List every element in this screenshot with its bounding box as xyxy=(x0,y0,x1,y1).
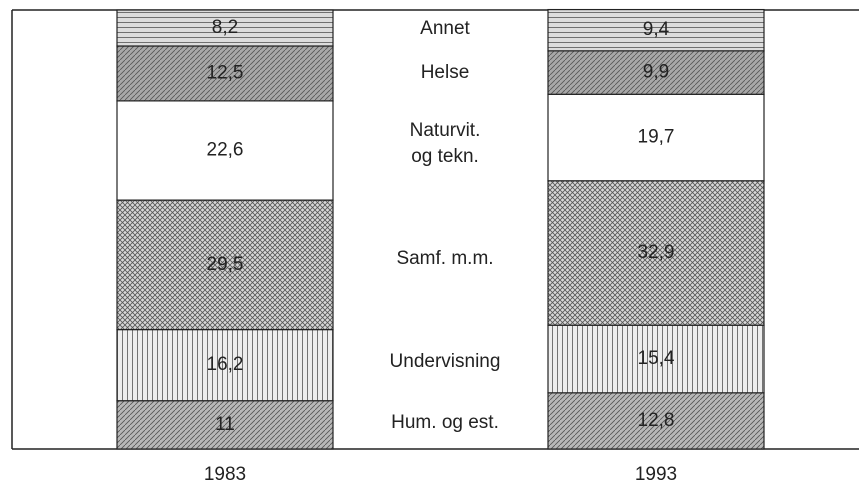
value-label: 16,2 xyxy=(207,354,244,375)
bar-segment xyxy=(116,400,334,450)
value-label: 8,2 xyxy=(212,17,238,38)
value-label: 22,6 xyxy=(207,139,244,160)
bar-segment xyxy=(547,93,765,182)
value-label: 9,9 xyxy=(643,62,669,83)
x-tick-label: 1983 xyxy=(204,464,246,485)
legend-label: Annet xyxy=(420,18,470,40)
bar-segment xyxy=(547,50,765,95)
value-label: 29,5 xyxy=(207,254,244,275)
value-label: 12,8 xyxy=(638,410,675,431)
legend-label: Helse xyxy=(420,61,470,83)
legend-label: Hum. og est. xyxy=(391,411,499,433)
bar-segment xyxy=(116,9,334,47)
x-tick-label: 1993 xyxy=(635,464,677,485)
bar-segment xyxy=(116,199,334,331)
legend-label: Undervisning xyxy=(389,351,501,373)
value-label: 15,4 xyxy=(638,348,675,369)
value-label: 32,9 xyxy=(638,242,675,263)
bar-segment xyxy=(116,45,334,102)
value-label: 19,7 xyxy=(638,127,675,148)
legend-label: Samf. m.m. xyxy=(396,247,494,269)
bar-segment xyxy=(116,328,334,402)
bar-segment xyxy=(547,392,765,450)
legend-label: Naturvit. og tekn. xyxy=(409,120,481,167)
value-label: 9,4 xyxy=(643,19,670,40)
bar-segment xyxy=(547,8,765,52)
bar-segment xyxy=(116,100,334,201)
value-label: 12,5 xyxy=(207,62,244,83)
value-label: 11 xyxy=(215,414,235,435)
bar-segment xyxy=(547,180,765,326)
